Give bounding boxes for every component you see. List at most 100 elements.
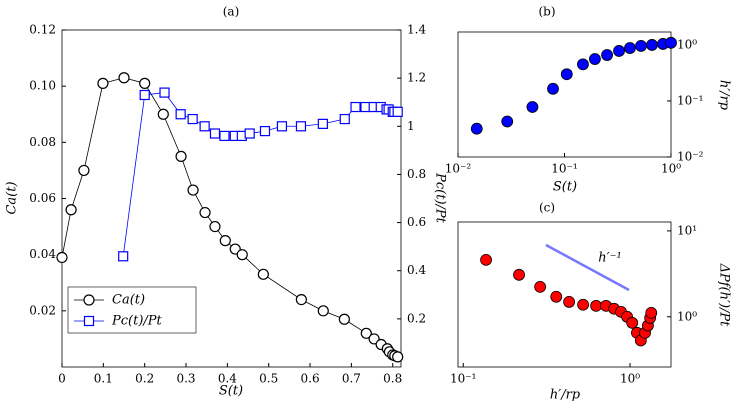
legend-marker [83,315,95,327]
y2-axis-label: Pc(t)/Pt [433,172,448,224]
point [480,253,492,266]
square-marker [219,130,230,142]
circle-marker [139,77,151,89]
plot-frame [457,221,672,368]
square-marker [276,121,288,132]
point [645,306,658,319]
point [613,45,625,57]
x-axis-label: S(t) [219,384,243,399]
y-axis-label: ΔPf(h′)/Pt [717,263,732,328]
y-right-tick-label: 0.4 [407,263,426,277]
point [646,39,658,51]
y-right-tick-label: 1.2 [407,71,426,85]
point [665,36,677,49]
y-axis-label: Ca(t) [5,181,20,214]
square-marker [339,113,350,125]
point [590,299,603,312]
x-tick-label: 0.4 [218,372,237,386]
point [470,122,483,135]
square-marker [317,118,328,129]
circle-marker [157,108,169,120]
x-tick-label: 0.3 [176,372,195,386]
legend-label: Ca(t) [112,293,145,308]
circle-marker [257,268,269,280]
circle-marker [236,249,248,261]
x-tick-label: 0.2 [135,372,154,386]
y-right-tick-label: 1.4 [407,23,426,37]
annotation: h′⁻¹ [598,251,621,266]
y-right-tick-label: 10⁰ [677,37,697,51]
point [563,296,575,308]
y-tick-label: 0.10 [29,79,56,93]
square-marker [244,128,255,139]
point [513,268,525,281]
square-marker [295,121,307,132]
square-marker [360,101,371,113]
point [626,316,639,329]
panel-title: (a) [223,5,240,19]
slope-guide [545,243,630,292]
circle-marker [97,77,109,89]
square-marker [139,89,150,101]
point [547,82,559,95]
y-right-tick-label: 0.6 [407,215,426,229]
circle-marker [78,164,90,177]
x-tick-label: 0 [58,372,66,386]
square-marker [350,101,361,113]
square-marker [175,109,186,120]
square-marker [392,106,403,117]
square-marker [259,125,271,137]
point [560,68,573,81]
square-marker [159,87,170,98]
circle-marker [338,313,350,325]
circle-marker [295,294,307,306]
y-tick-label: 0.04 [29,247,56,261]
circle-marker [219,235,231,247]
y-tick-label: 0.12 [29,23,56,37]
x-axis-label: S(t) [553,180,577,195]
square-marker [199,121,210,132]
circle-marker [209,220,221,233]
circle-marker [56,251,68,264]
point [635,40,647,52]
x-tick-label: 0.1 [94,372,113,386]
point [601,49,613,61]
square-marker [118,251,129,262]
x-axis-label: h′/rp [550,388,581,403]
point [624,42,636,54]
y-right-tick-label: 10⁻² [677,150,704,164]
panel-title: (c) [539,201,555,215]
circle-marker [187,184,199,196]
circle-marker [118,72,130,84]
square-marker [187,113,198,125]
y-right-tick-label: 0.2 [407,311,426,325]
y-right-tick-label: 10⁰ [677,309,697,323]
point [550,290,563,303]
legend-marker [83,294,95,306]
x-tick-label: 0.5 [259,372,278,386]
y-axis-label: h′/rp [717,80,732,111]
panel-title: (b) [538,5,555,19]
x-tick-label: 10⁻² [445,162,472,176]
point [577,298,589,311]
circle-marker [199,206,211,219]
x-tick-label: 0.7 [342,372,361,386]
x-tick-label: 10⁻¹ [450,372,476,386]
point [501,115,514,128]
x-tick-label: 0.6 [301,372,320,386]
y-tick-label: 0.02 [29,303,56,317]
legend-label: Pc(t)/Pt [111,314,163,329]
circle-marker [175,150,187,162]
y-right-tick-label: 10¹ [677,223,697,237]
y-right-tick-label: 1 [407,119,415,133]
y-tick-label: 0.06 [29,191,56,205]
circle-marker [65,204,77,216]
circle-marker [317,305,329,317]
y-right-tick-label: 0.8 [407,167,426,181]
y-tick-label: 0.08 [29,135,56,149]
point [526,101,539,113]
circle-marker [392,351,404,363]
point [577,58,589,71]
circle-marker [360,327,372,339]
